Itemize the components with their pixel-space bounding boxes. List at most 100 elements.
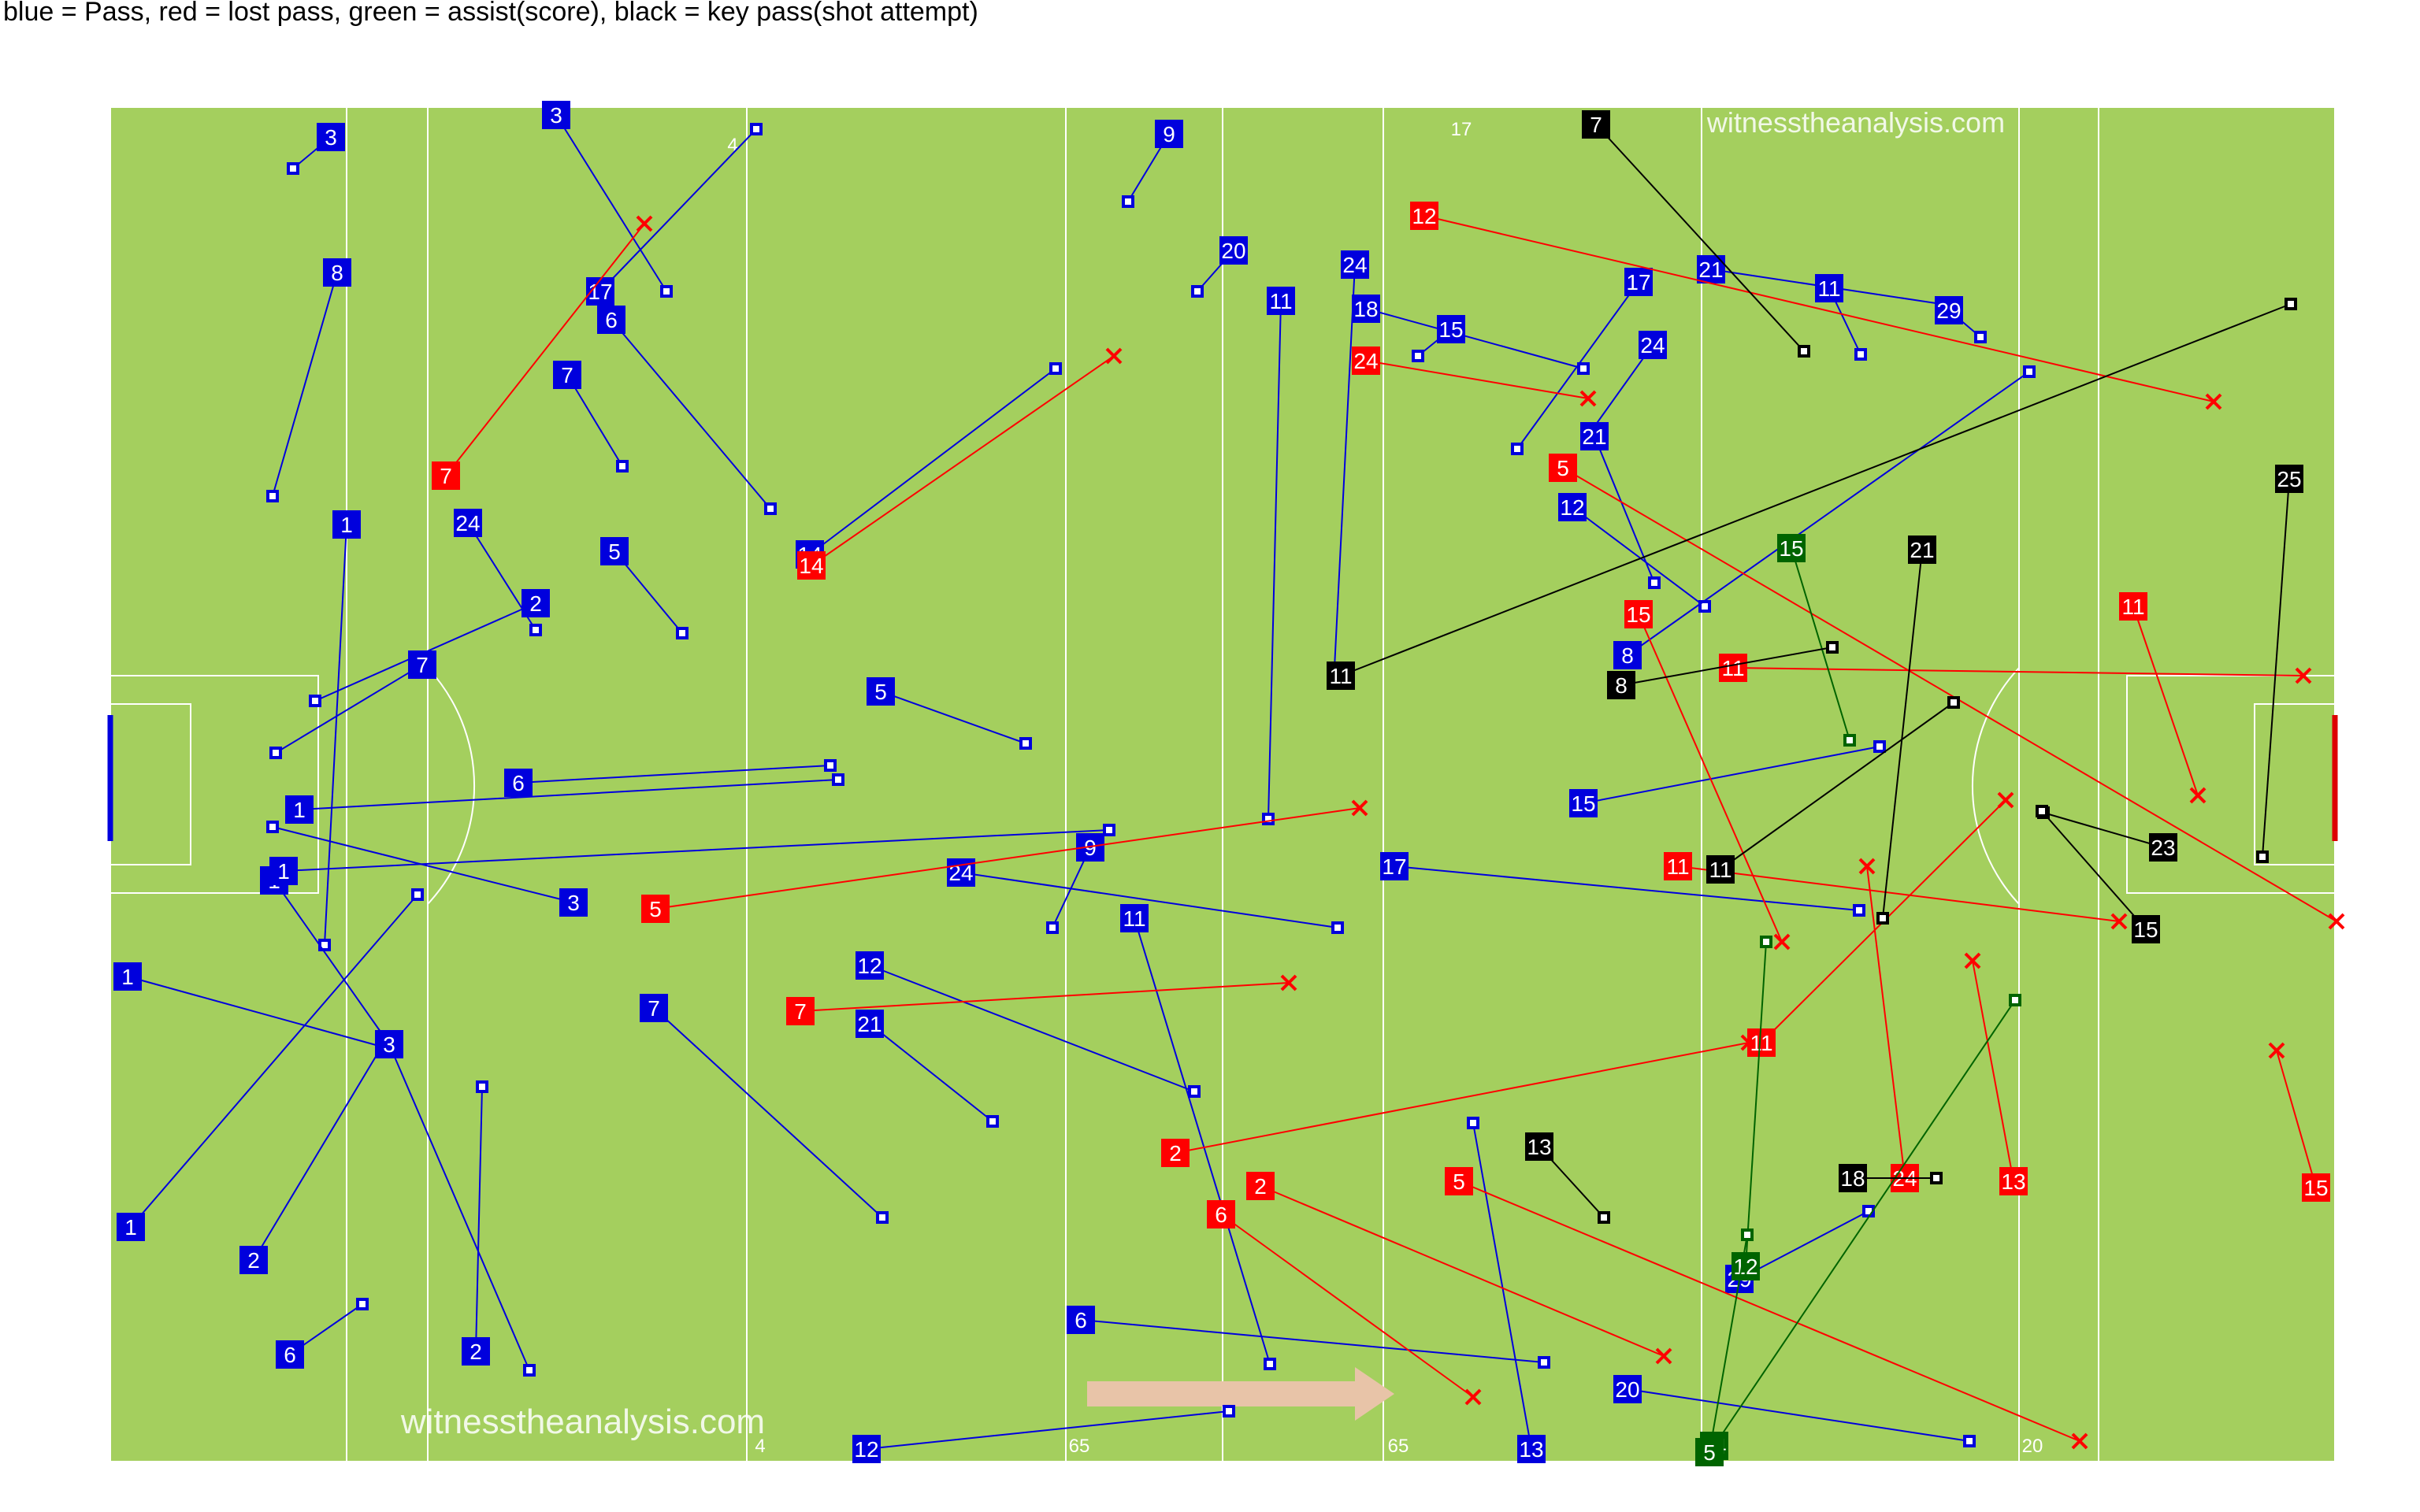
pass-end-marker-core: [533, 627, 539, 633]
pass-player-number: 5: [874, 680, 887, 704]
pass-arrow-1: 8: [266, 258, 351, 502]
lost-end-cross: [2268, 1042, 2285, 1059]
pass-start-box: [113, 962, 142, 991]
pass-start-box: [640, 994, 668, 1022]
pass-start-box: [408, 650, 436, 679]
pass-end-marker-core: [663, 288, 670, 295]
key-end-marker-core: [1601, 1214, 1607, 1221]
pass-player-number: 20: [1221, 239, 1245, 263]
pass-start-box: [332, 510, 361, 539]
pass-arrow-32: 29: [1935, 296, 1987, 343]
key-line: [1595, 124, 1805, 352]
key-start-box: [1327, 662, 1355, 690]
pass-line: [272, 272, 338, 497]
pass-player-number: 20: [1615, 1377, 1639, 1402]
pass-player-number: 3: [383, 1032, 395, 1057]
key-player-number: 13: [1527, 1135, 1551, 1159]
pass-line: [1589, 344, 1654, 434]
pass-start-box: [323, 258, 351, 287]
lost-player-number: 7: [440, 464, 452, 488]
pass-arrow-14: 6: [504, 759, 837, 797]
pass-player-number: 6: [605, 308, 618, 332]
lost-line: [1638, 613, 1783, 943]
key-arrow-83: 11: [1706, 696, 1960, 884]
pass-player-number: 7: [561, 363, 573, 387]
pass-start-box: [1267, 287, 1295, 315]
pass-start-box: [1437, 315, 1465, 343]
lost-start-box: [641, 895, 670, 923]
lost-start-box: [1352, 346, 1380, 375]
pass-arrow-45: 12: [852, 1405, 1235, 1463]
lost-end-cross: [1351, 799, 1368, 817]
pass-player-number: 17: [588, 280, 612, 304]
assist-start-box: [1731, 1252, 1760, 1280]
pass-player-number: 8: [331, 261, 343, 285]
pass-end-marker-core: [2026, 369, 2032, 375]
pass-line: [475, 1086, 483, 1352]
pass-end-marker-core: [414, 891, 421, 898]
pass-player-number: 18: [1353, 297, 1378, 321]
pass-arrow-38: 24: [947, 858, 1344, 934]
pass-start-box: [1341, 250, 1369, 279]
key-player-number: 21: [1910, 538, 1934, 562]
lost-arrow-51: 7: [432, 215, 653, 490]
pass-end-marker-core: [1651, 580, 1657, 586]
passes-layer: 3831767124257153611121326920112418151721…: [113, 101, 2345, 1466]
pass-arrow-36: 8: [1613, 365, 2036, 669]
watermark-top: witnesstheanalysis.com: [1706, 106, 2005, 139]
pass-end-marker-core: [1514, 446, 1520, 452]
pass-end-marker-core: [1052, 365, 1059, 372]
pass-line: [1627, 1388, 1970, 1442]
assist-end-marker-core: [1847, 737, 1853, 743]
pass-start-box: [375, 1030, 403, 1058]
pass-end-marker-core: [526, 1367, 533, 1373]
pass-player-number: 15: [1571, 791, 1595, 816]
lost-line: [811, 355, 1115, 566]
pass-arrow-2: 3: [542, 101, 673, 298]
pass-end-marker-core: [767, 506, 774, 512]
lost-line: [800, 982, 1290, 1012]
pass-arrow-21: 2: [462, 1080, 490, 1366]
lost-start-box: [1747, 1028, 1776, 1057]
pass-start-box: [1639, 331, 1667, 359]
pitch-label-4b: 4: [755, 1436, 765, 1457]
pass-end-marker-core: [619, 463, 625, 469]
lost-arrow-61: 5: [1445, 1167, 2088, 1450]
pass-line: [653, 1007, 883, 1218]
pass-arrow-20: 3: [375, 1030, 536, 1377]
pass-arrow-34: 21: [1580, 422, 1661, 589]
lost-player-number: 11: [2121, 595, 2144, 619]
key-start-box: [1607, 671, 1635, 699]
lost-player-number: 5: [649, 897, 662, 921]
key-arrow-74: 7: [1582, 110, 1810, 358]
assist-line: [1709, 1234, 1748, 1453]
key-arrow-81: 13: [1525, 1132, 1610, 1224]
pass-arrow-43: 7: [640, 994, 889, 1224]
pass-arrow-17: 1: [269, 824, 1115, 885]
pass-arrow-35: 12: [1558, 493, 1711, 613]
assist-end-marker-core: [1744, 1232, 1750, 1238]
lost-arrow-65: 15: [1624, 600, 1791, 951]
pass-start-box: [117, 1213, 145, 1241]
pass-start-box: [600, 537, 629, 565]
pitch-label-65a: 65: [1069, 1436, 1090, 1457]
lost-arrow-58: 2: [1161, 1034, 1757, 1167]
pass-arrow-23: 9: [1122, 120, 1183, 208]
lost-start-box: [1445, 1167, 1473, 1195]
pass-line: [880, 691, 1026, 744]
pass-player-number: 1: [124, 1215, 137, 1240]
pass-player-number: 12: [1560, 495, 1584, 520]
pass-start-box: [285, 795, 314, 824]
pass-player-number: 7: [416, 653, 429, 677]
key-end-marker-core: [1880, 915, 1886, 921]
pass-arrow-9: 5: [600, 537, 689, 639]
key-arrow-76: 21: [1876, 536, 1936, 925]
pass-line: [611, 319, 771, 510]
key-arrow-79: 15: [2036, 805, 2160, 943]
lost-line: [1220, 1214, 1474, 1398]
lost-end-cross: [2205, 393, 2222, 410]
pass-end-marker-core: [1267, 1361, 1273, 1367]
assist-player-number: 15: [1779, 536, 1803, 561]
lost-start-box: [2302, 1173, 2330, 1202]
lost-line: [1677, 865, 2120, 922]
